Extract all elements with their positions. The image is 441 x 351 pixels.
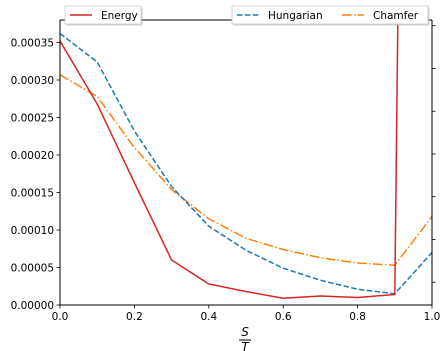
- x-tick-label: 0.8: [349, 311, 366, 323]
- y-axis: 0.00000 0.00005 0.00010 0.00015 0.00020 0.000…: [11, 25, 436, 312]
- x-axis-label-denominator: T: [241, 340, 250, 351]
- series-line-hungarian: [60, 32, 432, 295]
- legend-label-hungarian: Hungarian: [268, 10, 323, 22]
- axes-frame: [59, 19, 433, 306]
- series-layer: [60, 20, 432, 299]
- y-tick-label: 0.00025: [11, 112, 54, 124]
- y-tick-label: 0.00010: [11, 225, 54, 237]
- x-axis-label: S T: [239, 325, 251, 351]
- legend-right: [231, 5, 429, 25]
- y-tick-label: 0.00030: [11, 75, 54, 87]
- y-tick-label: 0.00020: [11, 150, 54, 162]
- legend-label-energy: Energy: [101, 10, 138, 22]
- y-tick-label: 0.00000: [11, 300, 54, 312]
- y-tick-label: 0.00035: [11, 37, 54, 49]
- x-axis-label-numerator: S: [241, 325, 249, 339]
- series-line-energy: [60, 20, 399, 299]
- x-tick-label: 0.2: [126, 311, 143, 323]
- y-tick-label: 0.00005: [11, 262, 54, 274]
- series-line-chamfer: [60, 74, 432, 266]
- x-tick-label: 0.0: [52, 311, 69, 323]
- y-tick-label: 0.00015: [11, 187, 54, 199]
- legend-label-chamfer: Chamfer: [373, 10, 419, 22]
- x-tick-label: 0.4: [200, 311, 217, 323]
- x-tick-label: 0.6: [275, 311, 292, 323]
- legend-left: [64, 5, 142, 25]
- x-axis: 0.0 0.2 0.4 0.6 0.8 1.0: [52, 305, 441, 323]
- legend-layer: Energy Hungarian Chamfer: [64, 5, 430, 26]
- x-tick-label: 1.0: [424, 311, 441, 323]
